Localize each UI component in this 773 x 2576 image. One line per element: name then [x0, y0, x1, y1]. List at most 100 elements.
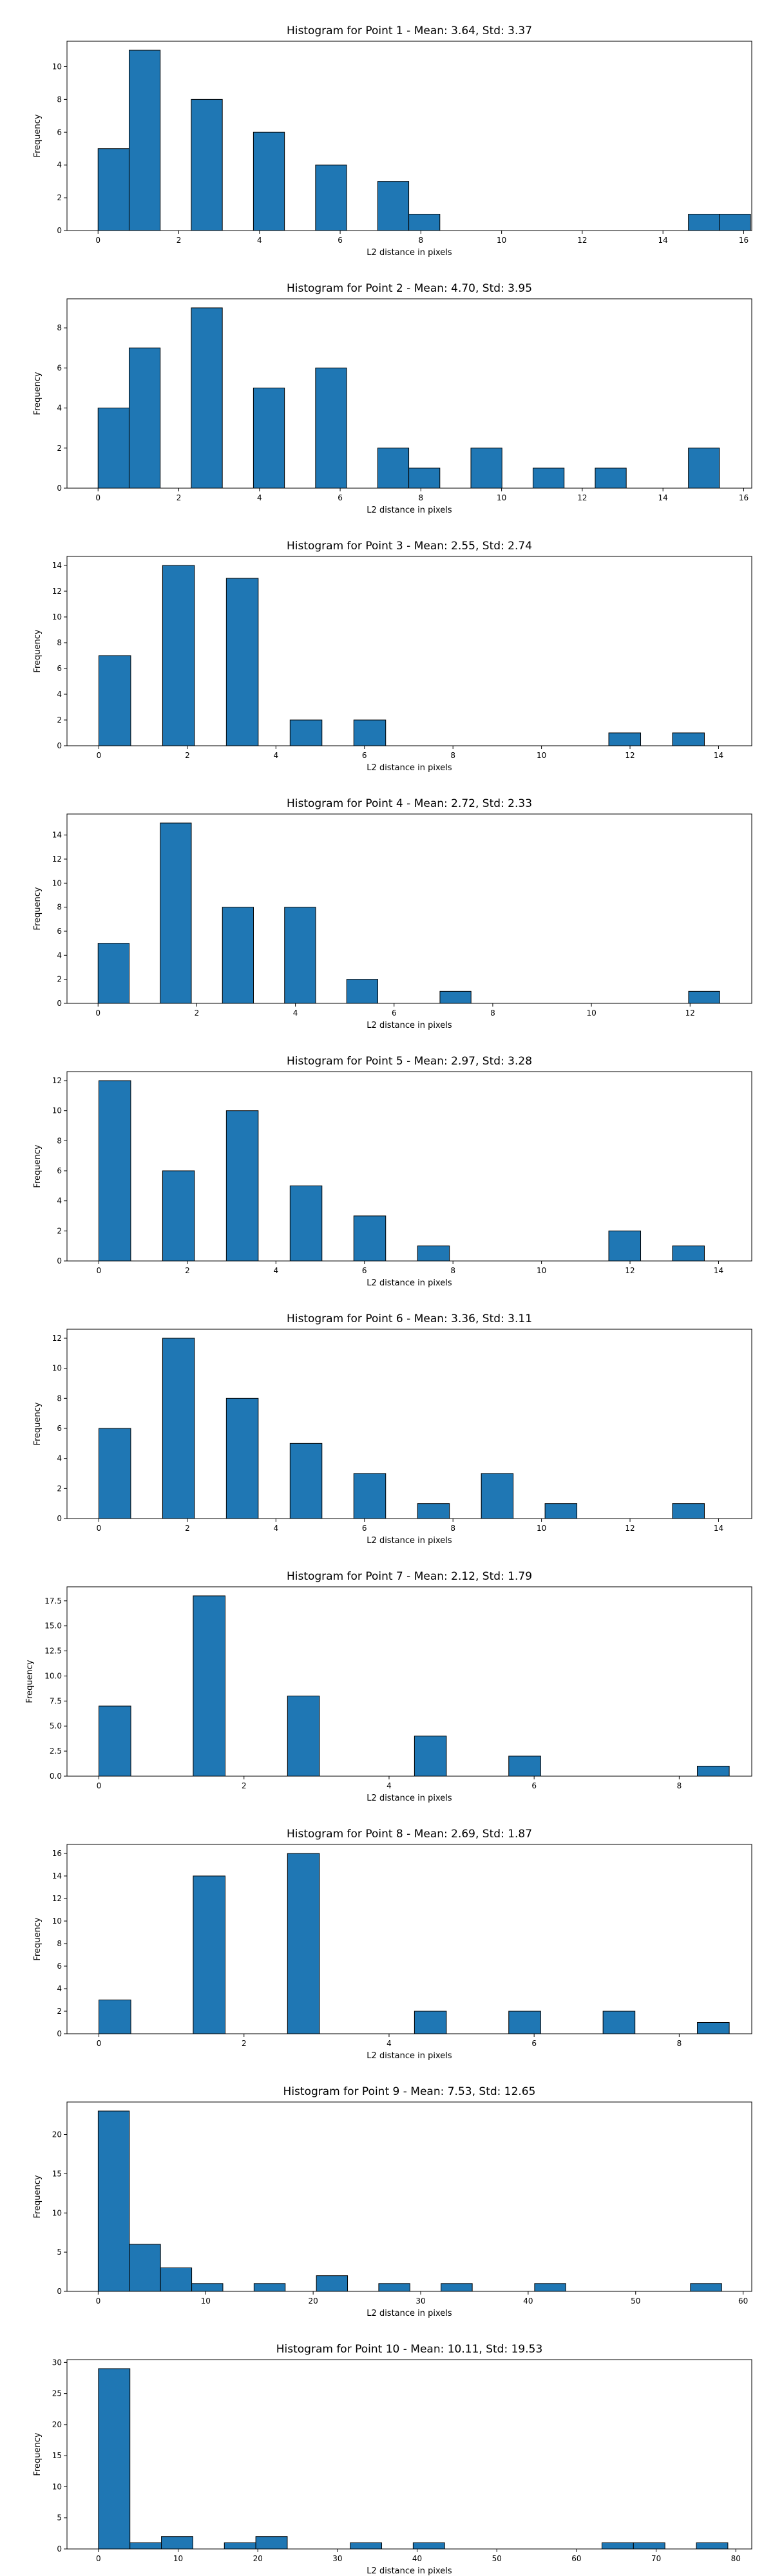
x-tick-label: 14: [714, 751, 723, 760]
y-tick-label: 12: [52, 1076, 62, 1085]
x-tick-label: 10: [173, 2554, 183, 2563]
histogram-bar: [414, 2011, 447, 2034]
y-tick-label: 0: [57, 1256, 62, 1265]
x-tick-label: 12: [577, 493, 587, 502]
x-tick-label: 2: [242, 1781, 247, 1790]
histogram-bar: [688, 448, 720, 489]
y-tick-label: 17.5: [44, 1596, 62, 1605]
histogram-bar: [160, 2267, 193, 2292]
y-tick-label: 2: [57, 1226, 62, 1235]
x-tick-label: 12: [625, 1524, 635, 1533]
histogram-bar: [672, 1503, 705, 1519]
y-tick-label: 0.0: [50, 1772, 62, 1781]
y-tick-label: 2: [57, 975, 62, 984]
y-tick-label: 6: [57, 664, 62, 673]
chart-panel-9: Histogram for Point 9 - Mean: 7.53, Std:…: [33, 2085, 752, 2318]
histogram-bar: [98, 1080, 131, 1262]
y-tick-label: 5: [57, 2248, 62, 2257]
x-tick-label: 14: [714, 1266, 723, 1275]
histogram-bar: [160, 822, 192, 1004]
x-axis-label: L2 distance in pixels: [367, 1278, 452, 1288]
plot-frame: [66, 813, 752, 1004]
x-tick-label: 10: [537, 1524, 546, 1533]
histogram-bar: [225, 578, 259, 746]
x-tick-label: 6: [531, 1781, 537, 1790]
y-tick-label: 15: [52, 2169, 62, 2178]
x-tick-label: 6: [362, 1266, 367, 1275]
x-tick-label: 8: [419, 493, 424, 502]
plot-frame: [66, 1329, 752, 1519]
y-tick-label: 6: [57, 1424, 62, 1433]
x-tick-label: 14: [658, 236, 668, 245]
chart-title: Histogram for Point 4 - Mean: 2.72, Std:…: [287, 797, 532, 810]
histogram-bar: [417, 1503, 450, 1519]
histogram-bar: [377, 448, 410, 489]
histogram-bar: [353, 719, 386, 746]
histogram-bar: [377, 181, 410, 231]
x-tick-label: 0: [96, 2554, 101, 2563]
histogram-bar: [253, 387, 285, 489]
x-axis-label: L2 distance in pixels: [367, 1794, 452, 1803]
histogram-bar: [225, 1397, 259, 1519]
histogram-bar: [697, 1765, 730, 1777]
y-tick-label: 8: [57, 638, 62, 647]
y-tick-label: 12: [52, 1334, 62, 1343]
y-axis-label: Frequency: [25, 1660, 35, 1703]
x-tick-label: 0: [97, 2039, 102, 2048]
histogram-bar: [191, 99, 223, 231]
x-tick-label: 8: [450, 751, 455, 760]
y-tick-label: 12.5: [44, 1647, 62, 1656]
histogram-bar: [129, 2244, 161, 2292]
histogram-bar: [224, 2542, 256, 2550]
y-tick-label: 5: [57, 2514, 62, 2523]
y-tick-label: 2: [57, 193, 62, 202]
y-tick-label: 8: [57, 1939, 62, 1948]
histogram-bar: [408, 214, 441, 231]
x-tick-label: 10: [537, 751, 546, 760]
chart-title: Histogram for Point 2 - Mean: 4.70, Std:…: [287, 282, 532, 295]
x-tick-label: 4: [274, 751, 279, 760]
x-tick-label: 8: [677, 1781, 682, 1790]
histogram-bar: [99, 1705, 131, 1777]
histogram-bar: [289, 1185, 323, 1262]
histogram-bar: [287, 1696, 320, 1777]
histogram-bar: [696, 2542, 729, 2550]
plot-frame: [66, 2101, 752, 2292]
y-tick-label: 2.5: [50, 1747, 62, 1756]
x-tick-label: 10: [586, 1009, 596, 1018]
histogram-bar: [608, 1230, 642, 1262]
histogram-bar: [97, 408, 129, 489]
plot-frame: [66, 2359, 752, 2550]
chart-panel-3: Histogram for Point 3 - Mean: 2.55, Std:…: [33, 540, 752, 773]
x-tick-label: 14: [714, 1524, 723, 1533]
y-tick-label: 10: [52, 1917, 62, 1926]
x-tick-label: 16: [739, 493, 749, 502]
y-tick-label: 4: [57, 160, 62, 169]
histogram-bar: [672, 732, 705, 746]
histogram-bar: [690, 2283, 722, 2292]
histogram-bar: [128, 50, 161, 231]
plot-frame: [66, 1586, 752, 1777]
y-axis-label: Frequency: [33, 1917, 43, 1960]
histogram-bar: [128, 347, 161, 489]
x-axis-label: L2 distance in pixels: [367, 506, 452, 515]
y-tick-label: 6: [57, 363, 62, 372]
x-tick-label: 0: [95, 493, 100, 502]
y-tick-label: 0: [57, 226, 62, 235]
chart-panel-8: Histogram for Point 8 - Mean: 2.69, Std:…: [33, 1828, 752, 2061]
y-tick-label: 2: [57, 2007, 62, 2016]
y-tick-label: 6: [57, 1166, 62, 1175]
histogram-bar: [161, 2536, 193, 2550]
x-tick-label: 8: [490, 1009, 495, 1018]
y-tick-label: 0: [57, 2029, 62, 2038]
y-tick-label: 20: [52, 2130, 62, 2139]
x-tick-label: 6: [392, 1009, 397, 1018]
histogram-bar: [191, 2283, 224, 2292]
y-tick-label: 20: [52, 2420, 62, 2429]
x-axis-label: L2 distance in pixels: [367, 2309, 452, 2318]
histogram-bar: [97, 2110, 130, 2292]
histogram-bar: [439, 990, 472, 1004]
y-tick-label: 4: [57, 690, 62, 699]
chart-panel-1: Histogram for Point 1 - Mean: 3.64, Std:…: [33, 24, 752, 258]
y-axis-label: Frequency: [33, 887, 43, 930]
